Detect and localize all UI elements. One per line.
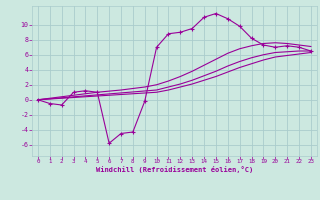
X-axis label: Windchill (Refroidissement éolien,°C): Windchill (Refroidissement éolien,°C) [96, 166, 253, 173]
